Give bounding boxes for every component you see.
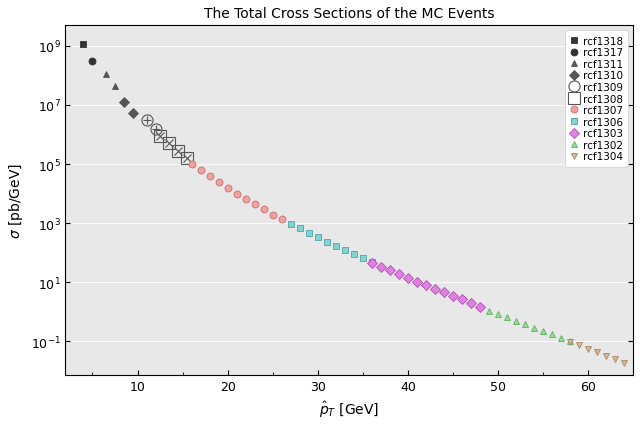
rcf1307 bbox=[242, 197, 250, 202]
rcf1307 bbox=[269, 213, 276, 218]
rcf1304 bbox=[584, 346, 592, 351]
rcf1302 bbox=[521, 322, 529, 327]
rcf1303 bbox=[368, 261, 376, 266]
rcf1304 bbox=[620, 360, 628, 366]
rcf1307 bbox=[196, 168, 204, 173]
Line: rcf1306: rcf1306 bbox=[287, 221, 375, 266]
rcf1308 bbox=[183, 156, 191, 161]
rcf1303 bbox=[449, 294, 457, 299]
Line: rcf1311: rcf1311 bbox=[102, 72, 118, 90]
rcf1302 bbox=[539, 329, 547, 334]
rcf1311 bbox=[102, 72, 110, 78]
rcf1304 bbox=[602, 353, 610, 358]
rcf1311 bbox=[111, 84, 119, 89]
rcf1302 bbox=[494, 312, 502, 317]
Line: rcf1309: rcf1309 bbox=[141, 115, 161, 135]
rcf1306 bbox=[359, 256, 367, 261]
rcf1307 bbox=[260, 207, 268, 213]
rcf1308 bbox=[156, 134, 164, 139]
rcf1307 bbox=[215, 180, 223, 185]
rcf1303 bbox=[440, 290, 448, 295]
rcf1306 bbox=[323, 239, 331, 245]
rcf1309 bbox=[152, 127, 159, 132]
rcf1309 bbox=[143, 118, 150, 124]
rcf1307 bbox=[224, 187, 232, 192]
rcf1302 bbox=[503, 315, 511, 320]
rcf1307 bbox=[188, 162, 195, 167]
rcf1304 bbox=[593, 350, 601, 355]
rcf1302 bbox=[548, 332, 556, 337]
rcf1308 bbox=[174, 149, 182, 154]
rcf1310 bbox=[120, 100, 128, 105]
Line: rcf1303: rcf1303 bbox=[368, 260, 483, 310]
Title: The Total Cross Sections of the MC Events: The Total Cross Sections of the MC Event… bbox=[204, 7, 495, 21]
rcf1303 bbox=[395, 272, 403, 277]
rcf1304 bbox=[566, 340, 574, 345]
rcf1303 bbox=[422, 283, 429, 288]
rcf1304 bbox=[575, 343, 583, 348]
rcf1306 bbox=[368, 260, 376, 265]
Line: rcf1310: rcf1310 bbox=[120, 99, 136, 117]
rcf1303 bbox=[467, 301, 475, 306]
Line: rcf1302: rcf1302 bbox=[485, 307, 573, 345]
rcf1302 bbox=[566, 339, 574, 344]
Legend: rcf1318, rcf1317, rcf1311, rcf1310, rcf1309, rcf1308, rcf1307, rcf1306, rcf1303,: rcf1318, rcf1317, rcf1311, rcf1310, rcf1… bbox=[565, 32, 628, 167]
rcf1307 bbox=[251, 202, 259, 207]
rcf1306 bbox=[341, 248, 349, 253]
rcf1302 bbox=[557, 336, 565, 341]
X-axis label: $\hat{p}_T$ [GeV]: $\hat{p}_T$ [GeV] bbox=[319, 399, 380, 419]
rcf1303 bbox=[377, 265, 385, 270]
Y-axis label: $\sigma$ [pb/GeV]: $\sigma$ [pb/GeV] bbox=[7, 163, 25, 239]
Line: rcf1308: rcf1308 bbox=[154, 131, 193, 164]
rcf1303 bbox=[404, 276, 412, 281]
rcf1303 bbox=[386, 268, 394, 273]
rcf1308 bbox=[165, 141, 173, 147]
rcf1306 bbox=[296, 226, 303, 231]
rcf1310 bbox=[129, 111, 137, 116]
rcf1306 bbox=[287, 222, 294, 227]
rcf1303 bbox=[458, 297, 466, 302]
Line: rcf1307: rcf1307 bbox=[188, 161, 285, 223]
rcf1303 bbox=[413, 279, 420, 285]
rcf1302 bbox=[485, 308, 493, 314]
rcf1302 bbox=[530, 325, 538, 331]
rcf1302 bbox=[512, 319, 520, 324]
rcf1303 bbox=[431, 287, 438, 292]
rcf1307 bbox=[233, 192, 241, 197]
rcf1306 bbox=[350, 252, 358, 257]
rcf1306 bbox=[314, 235, 321, 240]
rcf1304 bbox=[611, 357, 619, 362]
rcf1307 bbox=[206, 175, 214, 180]
rcf1303 bbox=[476, 304, 484, 309]
Line: rcf1304: rcf1304 bbox=[566, 339, 627, 366]
rcf1306 bbox=[332, 244, 340, 249]
rcf1307 bbox=[278, 217, 285, 222]
rcf1306 bbox=[305, 231, 312, 236]
